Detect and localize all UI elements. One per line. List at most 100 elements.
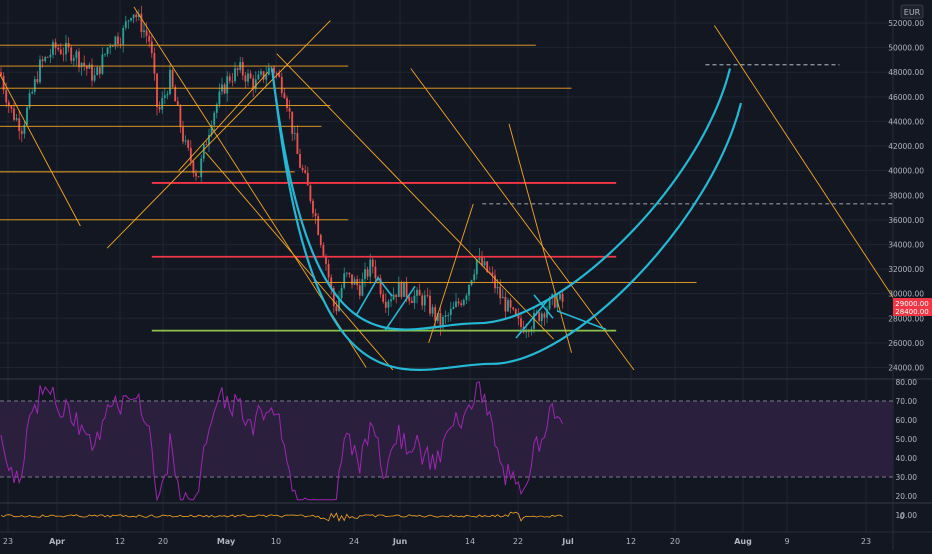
price-tick-label: 24000.00 — [888, 364, 924, 373]
price-candle — [88, 64, 91, 69]
price-candle — [7, 102, 10, 107]
price-candle — [390, 299, 392, 302]
price-candle — [351, 274, 353, 285]
time-tick-label: Aug — [734, 537, 752, 546]
price-candle — [416, 289, 418, 296]
price-candle — [478, 256, 481, 260]
price-candle — [444, 315, 447, 317]
price-candle — [366, 269, 369, 277]
price-candle — [280, 76, 283, 94]
price-candle — [114, 36, 117, 47]
price-candle — [452, 306, 455, 310]
price-tick-label: 46000.00 — [888, 93, 924, 102]
price-candle — [371, 259, 374, 267]
time-tick-label: 12 — [626, 537, 636, 546]
price-candle — [306, 172, 309, 186]
price-candle — [387, 301, 390, 308]
rsi-tick-label: 30.00 — [896, 473, 918, 482]
price-candle — [436, 313, 439, 321]
trend-line — [106, 20, 331, 249]
price-candle — [119, 44, 122, 45]
price-candle — [104, 53, 106, 55]
price-candle — [374, 266, 377, 279]
price-candle — [312, 200, 314, 214]
price-tick-label: 30000.00 — [888, 290, 924, 299]
trend-line — [508, 123, 572, 353]
price-candle — [288, 108, 291, 112]
price-candle — [36, 79, 39, 83]
price-candle — [247, 73, 249, 82]
price-candle — [158, 107, 161, 110]
price-candle — [111, 45, 114, 47]
price-candle — [319, 234, 322, 246]
price-candle — [270, 67, 273, 69]
price-candle — [400, 282, 403, 297]
price-candle — [462, 299, 465, 306]
price-candle — [101, 54, 104, 74]
rsi-band — [0, 401, 893, 477]
price-candle — [135, 14, 138, 18]
price-candle — [231, 80, 234, 82]
price-candle — [423, 295, 426, 306]
price-candle — [514, 309, 517, 316]
price-candle — [364, 269, 366, 280]
price-candle — [124, 21, 127, 28]
price-candle — [275, 73, 278, 74]
price-candle — [83, 62, 86, 66]
price-candle — [70, 47, 73, 61]
price-candle — [442, 316, 444, 328]
price-candle — [228, 76, 231, 81]
price-candle — [343, 273, 346, 288]
pattern-marker — [355, 276, 393, 317]
price-candle — [408, 296, 411, 301]
price-candle — [148, 35, 151, 42]
price-candle — [153, 53, 156, 74]
price-candle — [379, 278, 382, 295]
time-tick-label: 20 — [670, 537, 680, 546]
price-candle — [410, 300, 413, 304]
price-candle — [488, 272, 491, 273]
price-candle — [517, 315, 520, 319]
price-candle — [31, 91, 34, 94]
price-tick-label: 28000.00 — [888, 314, 924, 323]
price-candle — [429, 295, 431, 314]
price-candle — [543, 313, 546, 318]
price-candle — [434, 307, 437, 321]
price-candle — [494, 275, 496, 289]
price-candle — [431, 307, 434, 314]
price-candle — [244, 75, 247, 82]
price-candle — [176, 101, 179, 106]
price-candle — [96, 67, 99, 76]
price-tick-label: 26000.00 — [888, 339, 924, 348]
current-price-label-top: 29000.00 — [895, 300, 928, 308]
price-tick-label: 48000.00 — [888, 68, 924, 77]
price-candle — [91, 64, 93, 81]
pattern-marker — [384, 285, 416, 332]
price-candle — [293, 133, 296, 134]
price-candle — [267, 67, 270, 75]
price-candle — [291, 111, 294, 134]
price-candle — [525, 330, 528, 333]
price-candle — [325, 256, 327, 264]
price-candle — [556, 299, 559, 308]
price-candle — [418, 289, 421, 296]
price-candle — [499, 286, 502, 299]
price-candle — [397, 282, 400, 297]
price-candle — [140, 13, 143, 33]
price-candle — [260, 71, 262, 75]
price-candle — [491, 272, 494, 276]
price-candle — [483, 261, 486, 266]
price-candle — [283, 93, 286, 99]
osc-tick-label: 0 — [900, 512, 905, 521]
price-candle — [52, 42, 54, 55]
trend-line — [205, 151, 394, 371]
rsi-tick-label: 80.00 — [896, 378, 918, 387]
price-candle — [59, 49, 62, 54]
rsi-tick-label: 70.00 — [896, 397, 918, 406]
time-tick-label: 20 — [158, 537, 168, 546]
price-candle — [0, 72, 2, 77]
price-candle — [314, 213, 317, 217]
price-candle — [252, 78, 255, 89]
price-candle — [286, 98, 288, 109]
price-candle — [468, 284, 470, 296]
